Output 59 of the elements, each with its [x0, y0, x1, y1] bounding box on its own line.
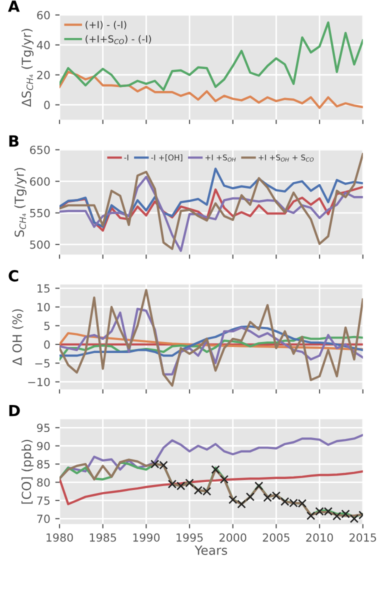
line-series: [60, 332, 363, 350]
line-series: [60, 470, 363, 506]
y-tick-label: 10: [38, 302, 50, 312]
line-series: [60, 21, 363, 91]
line-series: [60, 308, 363, 376]
chart-title: C: [8, 270, 18, 282]
x-tick-label: 1985: [90, 533, 116, 542]
y-tick-label: 40: [36, 40, 50, 50]
y-tick-label: 0: [44, 100, 50, 110]
y-tick-label: −5: [35, 359, 50, 368]
y-axis-title: [CO] (ppb): [21, 440, 34, 504]
line-series: [60, 336, 363, 361]
line-series: [60, 70, 363, 109]
chart-title: D: [9, 404, 20, 416]
point: [220, 474, 229, 484]
y-tick-label: 75: [37, 496, 50, 505]
y-tick-label: 15: [38, 284, 50, 293]
x-tick-label: 1995: [176, 533, 203, 542]
x-tick-label: 2005: [262, 533, 290, 542]
line-series: [60, 153, 363, 250]
point: [350, 514, 359, 524]
y-tick-label: 600: [30, 177, 50, 186]
legend-label: (+I+S$_{CO}$) - (-I): [86, 35, 151, 44]
x-tick-label: 2000: [220, 533, 246, 542]
y-tick-label: 20: [37, 70, 50, 80]
x-axis-title: Years: [194, 546, 228, 555]
x-tick-label: 2015: [350, 533, 376, 542]
y-tick-label: 70: [37, 514, 50, 524]
line-series: [60, 168, 363, 228]
legend-label: (+I) - (-I): [86, 20, 126, 30]
point: [237, 500, 246, 508]
y-tick-label: 0: [44, 340, 50, 349]
line-series: [60, 289, 363, 387]
chart-title: A: [8, 0, 20, 12]
point: [246, 492, 255, 502]
x-tick-label: 2010: [306, 533, 333, 542]
y-axis-title: ΔS$_{CH₄}$ (Tg/yr): [21, 28, 34, 107]
y-axis-title: Δ OH (%): [12, 309, 24, 366]
y-tick-label: 85: [37, 460, 50, 468]
y-tick-label: 90: [37, 442, 50, 450]
point: [211, 465, 220, 474]
x-tick-label: 1990: [133, 533, 160, 542]
chart-title: B: [9, 135, 19, 147]
point: [228, 495, 238, 504]
y-tick-label: 60: [37, 10, 50, 20]
point: [306, 511, 316, 520]
y-tick-label: 5: [44, 322, 50, 330]
y-tick-label: 95: [37, 424, 50, 432]
y-tick-label: 650: [30, 146, 50, 154]
y-tick-label: −10: [28, 378, 50, 386]
line-series: [60, 176, 363, 252]
line-series: [60, 325, 363, 357]
x-tick-label: 1980: [46, 533, 73, 542]
y-tick-label: 500: [30, 240, 50, 249]
y-axis-title: S$_{CH₄}$ (Tg/yr): [14, 168, 26, 237]
y-tick-label: 80: [37, 478, 50, 487]
y-tick-label: 550: [30, 208, 50, 218]
line-series: [60, 186, 363, 232]
point: [254, 482, 264, 490]
